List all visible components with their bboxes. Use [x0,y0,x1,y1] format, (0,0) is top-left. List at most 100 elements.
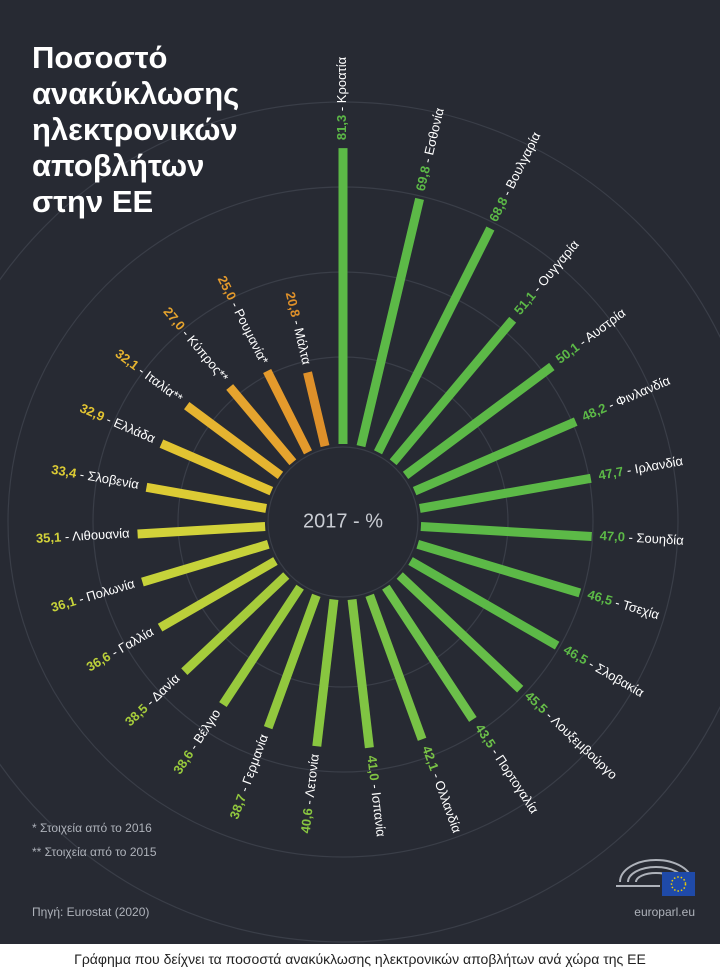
category-label: Αυστρία [582,305,629,345]
value-label: 41,0 [364,755,382,782]
bar [382,584,477,722]
separator: - [288,315,305,330]
title-line: ανακύκλωσης [32,76,240,111]
separator: - [419,153,436,168]
category-label: Ισπανία [368,791,388,838]
bar-label: 36,1 - Πολωνία [49,576,137,615]
bar-label: 25,0 - Ρουμανία* [214,273,271,366]
chart: 2017 - % * Στοιχεία από το 2016 ** Στοιχ… [0,56,720,943]
bar-label: 42,1 - Ολλανδία [419,744,465,836]
title-line: στην ΕΕ [32,184,154,219]
category-label: Ουγγαρία [535,237,582,290]
caption: Γράφημα που δείχνει τα ποσοστά ανακύκλωσ… [74,951,646,967]
separator: - [603,396,620,414]
category-label: Ιρλανδία [634,454,685,477]
bar [420,522,592,541]
bar [263,593,321,730]
category-label: Κύπρος** [184,333,231,385]
source: Πηγή: Eurostat (2020) [32,905,149,919]
bar [347,598,374,749]
value-label: 33,4 [50,462,78,481]
category-label: Ελλάδα [111,415,158,446]
value-label: 40,6 [298,807,316,834]
category-label: Πολωνία [85,576,137,605]
value-label: 36,1 [49,594,78,616]
bar [145,482,267,513]
bar-label: 81,3 - Κροατία [334,56,349,140]
bar [408,557,560,650]
bar [373,226,495,455]
value-label: 47,0 [599,528,625,544]
category-label: Ιταλία** [142,368,186,406]
footnote: ** Στοιχεία από το 2015 [32,845,157,859]
bar [365,593,427,741]
category-label: Εσθονία [422,106,448,157]
category-label: Βουλγαρία [503,129,544,191]
bar [416,540,582,598]
category-label: Λετονία [302,753,322,798]
bar [303,371,330,448]
separator: - [61,529,73,545]
separator: - [610,594,625,612]
separator: - [75,467,89,484]
bar-label: 48,2 - Φινλανδία [580,373,673,424]
bar-label: 47,7 - Ιρλανδία [597,454,684,484]
separator: - [625,530,637,546]
category-label: Λιθουανία [72,526,131,544]
category-label: Γερμανία [239,732,271,787]
bar-label: 47,0 - Σουηδία [599,528,684,548]
category-label: Λουξεμβούργο [548,713,620,782]
value-label: 20,8 [282,290,302,318]
title-line: Ποσοστό [32,40,168,75]
category-label: Πορτογαλία [492,752,542,817]
value-label: 47,7 [597,464,625,483]
center-label: 2017 - % [303,510,383,532]
category-label: Μάλτα [291,326,314,366]
title-line: ηλεκτρονικών [32,112,238,147]
value-label: 81,3 [334,115,349,140]
bar-label: 36,6 - Γαλλία [84,624,157,675]
value-label: 35,1 [36,530,62,546]
category-label: Φινλανδία [614,373,673,410]
bar [396,572,524,693]
bar [402,362,555,480]
panel [0,0,720,944]
site: europarl.eu [634,905,695,919]
bar-label: 41,0 - Ισπανία [364,755,388,838]
bar [181,572,290,675]
separator: - [236,781,254,797]
bar [312,598,339,747]
bar [356,197,424,448]
bar-label: 45,5 - Λουξεμβούργο [522,688,620,782]
category-label: Κροατία [334,56,349,103]
bar [412,417,578,496]
bar [263,368,313,455]
category-label: Τσεχία [621,598,662,623]
title-line: αποβλήτων [32,148,205,183]
bar-label: 43,5 - Πορτογαλία [472,721,542,816]
separator: - [334,103,349,115]
footnote: * Στοιχεία από το 2016 [32,821,152,835]
category-label: Βέλγιο [191,707,224,747]
category-label: Γαλλία [116,624,157,656]
category-label: Δανία [149,671,184,705]
category-label: Σλοβακία [593,661,647,701]
bar [226,384,297,466]
logo [616,859,695,896]
bar-label: 27,0 - Κύπρος** [160,304,231,385]
category-label: Σλοβενία [86,469,140,493]
bar-label: 69,8 - Εσθονία [413,106,447,193]
bar [184,402,284,480]
bar [137,522,266,539]
separator: - [622,462,636,479]
bar-label: 38,5 - Δανία [122,671,183,730]
separator: - [367,780,383,793]
separator: - [301,796,317,809]
bar-label: 32,9 - Ελλάδα [77,401,157,447]
bar-label: 50,1 - Αυστρία [553,305,629,367]
bar-label: 46,5 - Τσεχία [586,587,662,623]
separator: - [427,768,445,784]
category-label: Ρουμανία* [231,306,271,366]
bar [159,439,274,496]
